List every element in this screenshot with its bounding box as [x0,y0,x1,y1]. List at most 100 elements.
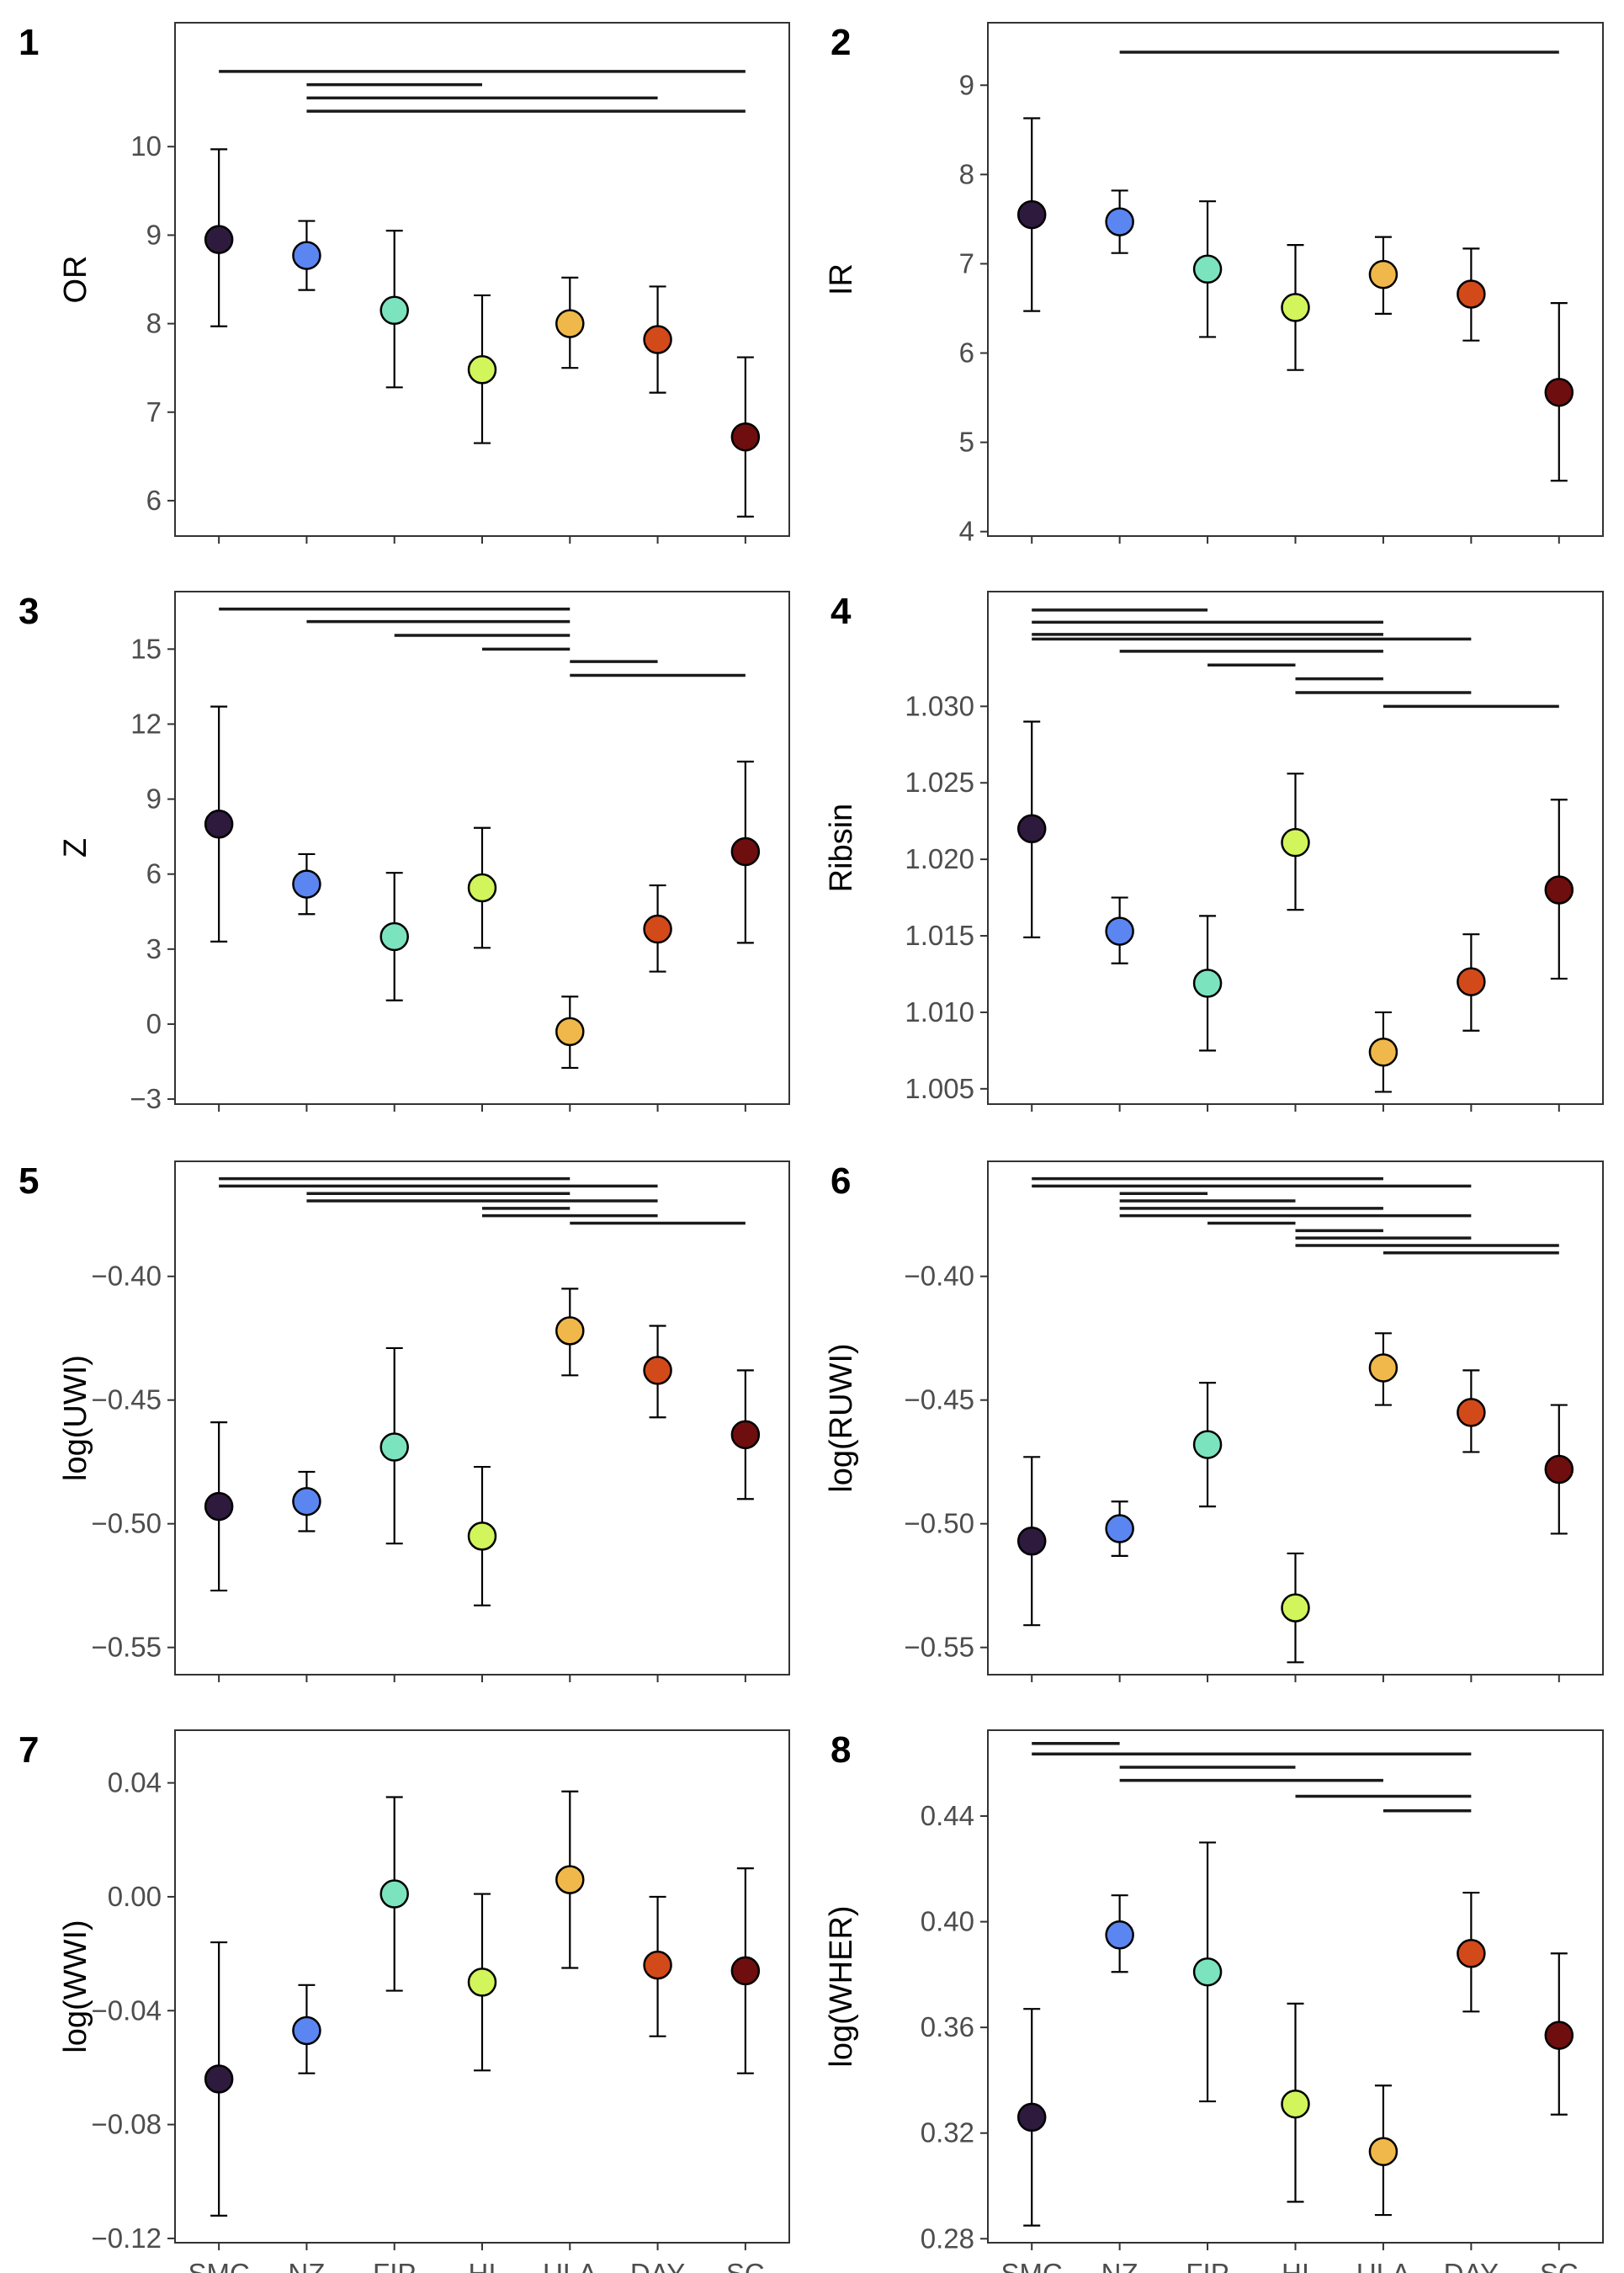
y-tick-label: 9 [146,219,162,250]
y-axis-label: log(UWI) [58,1355,93,1481]
point-sc [730,422,761,452]
y-tick-label: 7 [146,396,162,428]
panel-number: 5 [19,1160,39,1202]
y-axis-label: log(WHER) [824,1905,859,2067]
point-ula [555,309,585,338]
point-fip [1192,254,1223,284]
point-sc [1544,377,1574,407]
point-sc [730,1420,761,1450]
x-tick-label: NZ [1101,2258,1138,2273]
y-axis-label: log(WWI) [58,1920,93,2053]
x-tick-label: NZ [288,2258,325,2273]
x-tick-label: DAY [1444,2258,1499,2273]
y-tick-label: −0.40 [92,1261,162,1292]
point-sc [730,836,761,867]
point-nz [292,2015,321,2046]
x-tick-label: SMC [188,2258,249,2273]
y-tick-label: 8 [959,158,974,189]
y-tick-label: −0.40 [905,1261,975,1292]
point-ula [555,1316,585,1346]
y-axis-label: IR [824,263,859,295]
y-tick-label: 1.005 [905,1073,974,1104]
y-tick-label: 0.32 [921,2117,974,2148]
y-tick-label: 1.015 [905,920,974,951]
panel-number: 1 [19,22,39,63]
y-tick-label: −0.55 [905,1632,975,1663]
y-tick-label: −0.50 [92,1508,162,1539]
x-tick-label: SMC [1001,2258,1063,2273]
panel-number: 8 [831,1729,851,1771]
point-smc [1016,199,1047,230]
point-sc [1544,2021,1574,2050]
y-tick-label: −0.04 [92,1994,162,2026]
y-tick-label: 0.40 [921,1906,974,1937]
y-axis-label: Ribsin [824,804,859,893]
x-tick-label: HI [469,2258,496,2273]
point-hi [1281,2089,1310,2119]
y-tick-label: 4 [959,516,974,547]
y-tick-label: 0.36 [921,2011,974,2042]
y-tick-label: 0.44 [921,1800,974,1831]
point-ula [1368,259,1398,289]
point-fip [379,295,409,326]
point-hi [467,873,497,903]
y-tick-label: 1.020 [905,843,974,874]
y-tick-label: −0.55 [92,1632,162,1663]
x-tick-label: HI [1282,2258,1309,2273]
point-hi [1281,1593,1310,1622]
panel-7: 7 log(WWI) −0.12 −0.08 −0.04 0.00 0.04 SMC NZ FIP… [19,1729,790,2273]
y-tick-label: −0.08 [92,2109,162,2140]
y-tick-label: 9 [146,783,162,815]
y-tick-label: −0.50 [905,1508,975,1539]
panel-2: 2 IR 4 5 6 7 8 9 [824,22,1604,547]
point-fip [379,1879,409,1909]
point-smc [204,2064,234,2094]
y-tick-label: 8 [146,308,162,339]
x-tick-label: SC [726,2258,765,2273]
y-tick-label: 15 [130,633,162,664]
x-tick-label: DAY [630,2258,685,2273]
y-tick-label: 0 [146,1008,162,1039]
y-tick-label: 10 [130,130,162,162]
point-nz [292,869,321,899]
point-hi [1281,293,1310,322]
point-fip [1192,1957,1223,1987]
point-nz [1105,916,1134,946]
point-ula [1368,2137,1398,2166]
point-fip [1192,1430,1223,1459]
y-tick-label: 6 [146,858,162,890]
point-smc [1016,1527,1047,1556]
y-tick-label: −0.45 [905,1384,975,1415]
point-sc [730,1956,761,1986]
y-axis-label: OR [58,256,93,304]
y-tick-label: −3 [130,1083,162,1114]
panel-number: 7 [19,1729,39,1771]
x-tick-label: FIP [373,2258,416,2273]
panel-border [174,22,790,537]
y-tick-label: 1.030 [905,690,974,721]
panel-5: 5 log(UWI) −0.55 −0.50 −0.45 −0.40 [19,1160,790,1682]
point-nz [1105,207,1134,236]
y-tick-label: 6 [146,485,162,516]
point-fip [379,921,409,952]
y-tick-label: 7 [959,247,974,279]
point-ula [555,1017,585,1047]
y-tick-label: 5 [959,427,974,458]
y-tick-label: 9 [959,69,974,100]
point-day [643,914,672,944]
y-tick-label: −0.12 [92,2223,162,2254]
point-smc [204,1491,234,1522]
point-hi [467,1522,497,1551]
point-ula [1368,1037,1398,1067]
point-hi [467,355,497,385]
panel-6: 6 log(RUWI) −0.55 −0.50 −0.45 −0.40 [824,1160,1604,1682]
point-nz [292,241,321,270]
y-tick-label: 12 [130,708,162,739]
y-tick-label: 0.28 [921,2223,974,2254]
x-tick-label: ULA [543,2258,597,2273]
point-sc [1544,875,1574,905]
y-axis-label: log(RUWI) [824,1343,859,1492]
point-nz [1105,1920,1134,1950]
point-sc [1544,1454,1574,1484]
